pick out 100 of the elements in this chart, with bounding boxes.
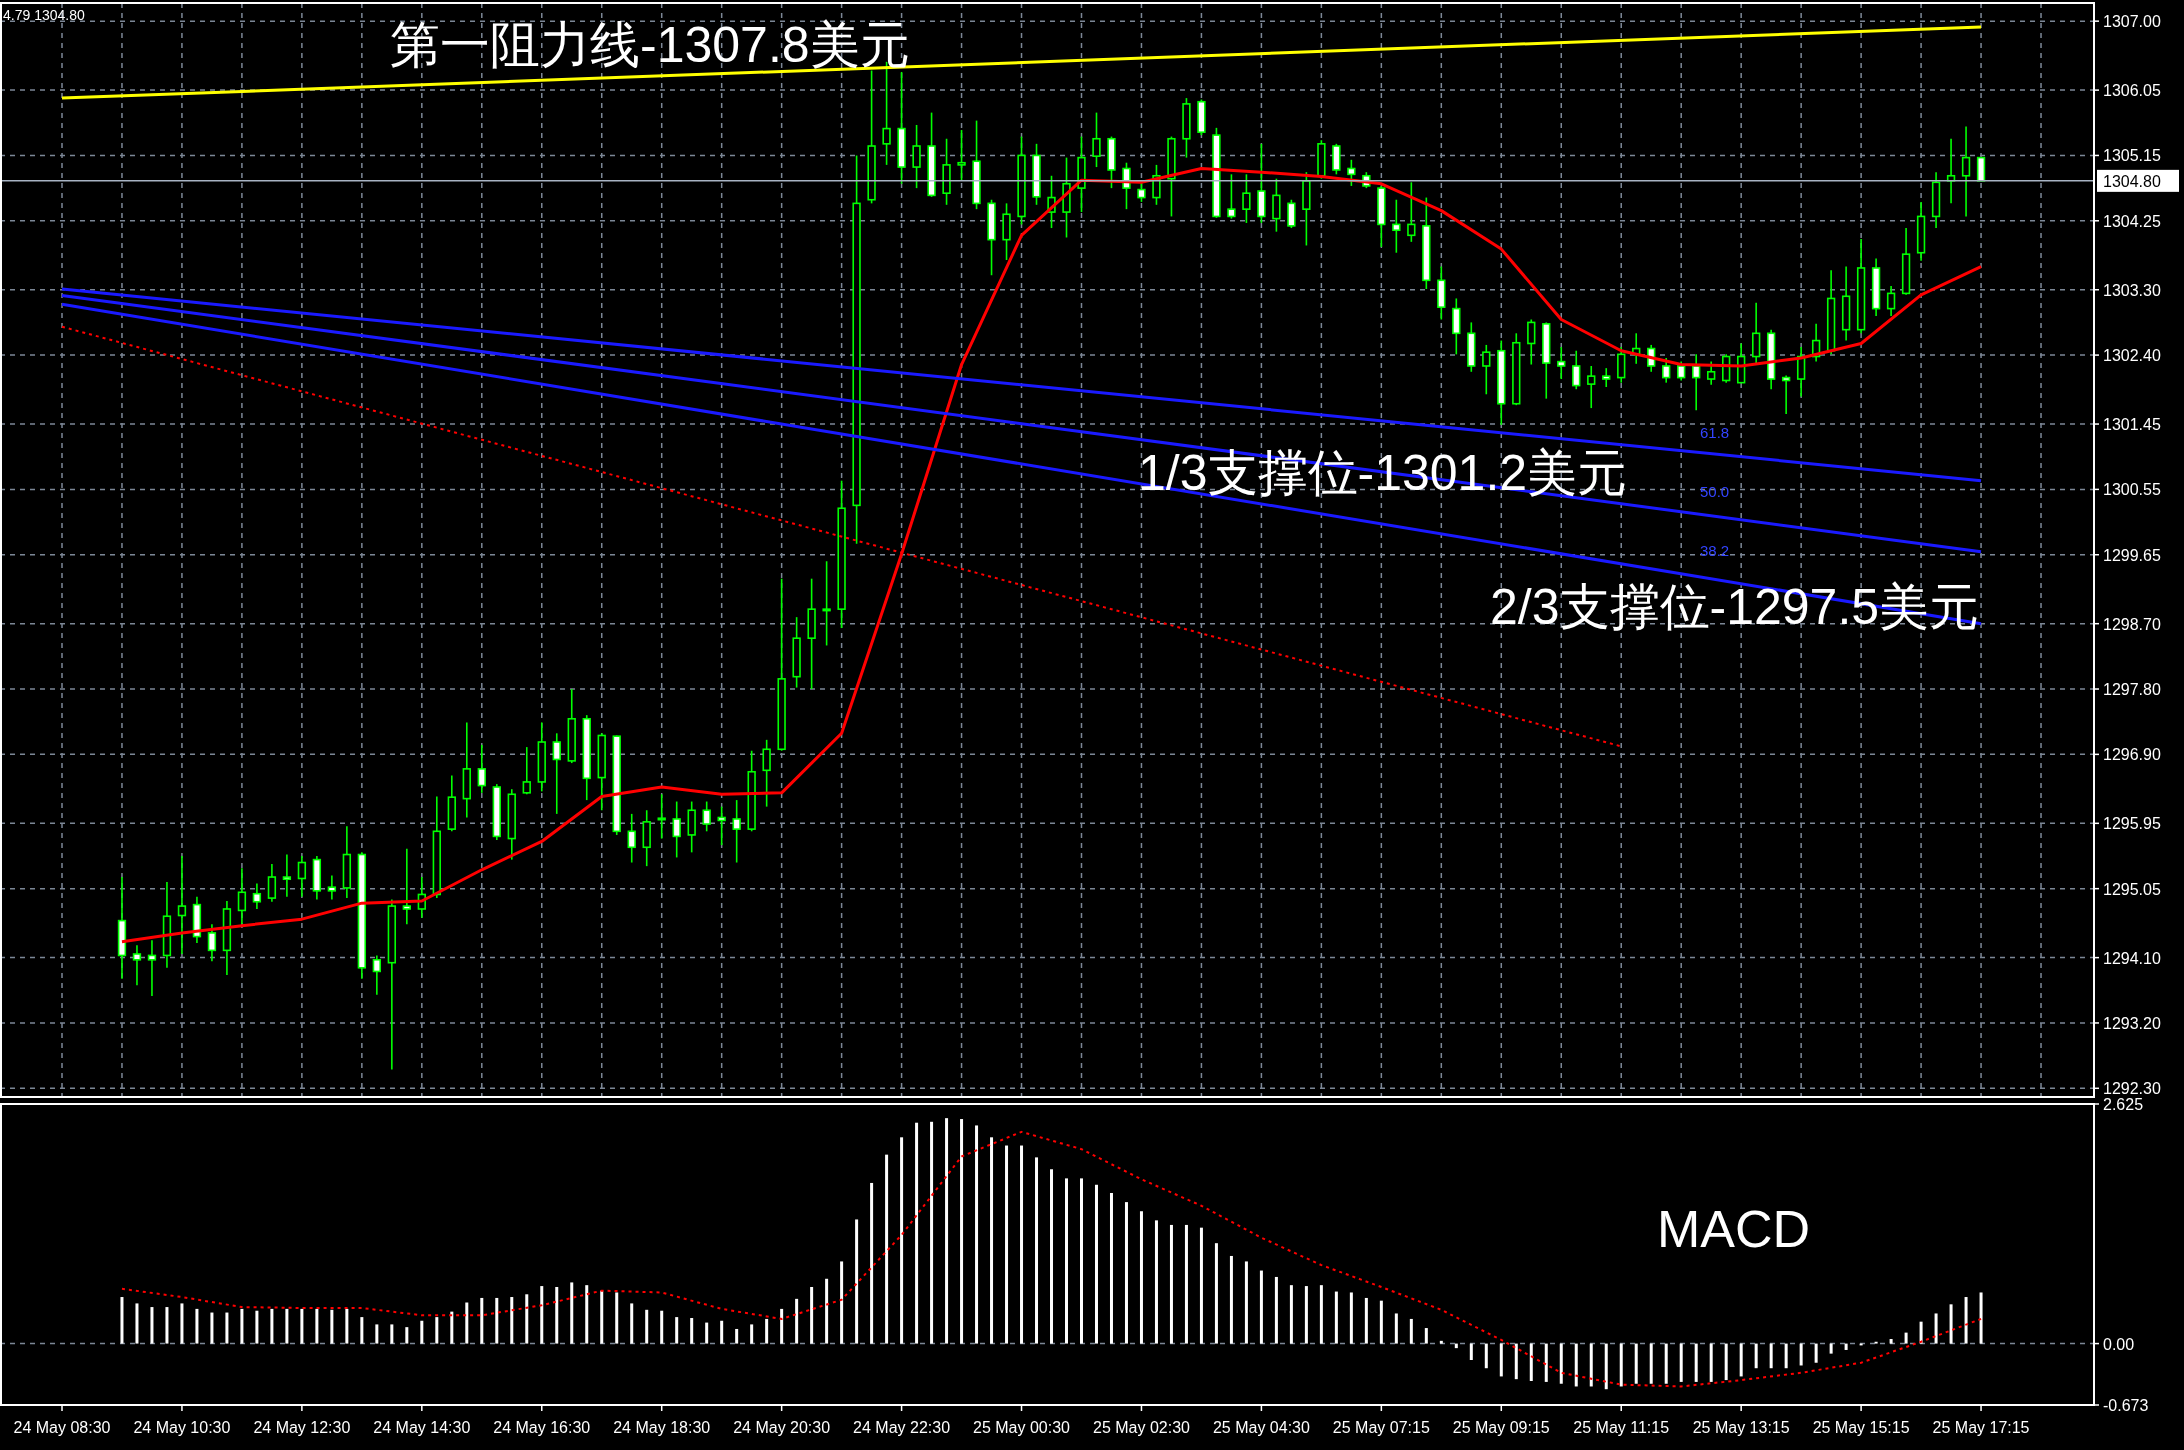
candlestick	[297, 855, 307, 898]
x-tick-label: 24 May 20:30	[733, 1419, 831, 1436]
bar	[1065, 1178, 1068, 1344]
y-tick-label: 0.00	[2103, 1335, 2135, 1353]
bar	[135, 1303, 139, 1344]
bar	[1379, 1300, 1383, 1344]
bar	[795, 1298, 799, 1344]
candlestick	[702, 800, 711, 833]
bar	[1979, 1292, 1983, 1344]
bar	[1035, 1157, 1039, 1344]
bar	[1964, 1297, 1968, 1344]
y-tick-label: 1292.30	[2103, 1080, 2161, 1098]
bar	[930, 1121, 934, 1344]
bar	[1679, 1343, 1683, 1382]
bar	[900, 1137, 904, 1344]
bar	[705, 1322, 709, 1344]
y-tick-label: 1303.30	[2103, 281, 2161, 299]
bar	[600, 1290, 604, 1344]
bar	[510, 1297, 514, 1344]
bar	[1005, 1145, 1009, 1344]
bar	[960, 1119, 964, 1344]
y-tick-label: 1295.05	[2103, 880, 2161, 898]
y-tick-label: 1294.10	[2103, 949, 2161, 967]
bar	[1304, 1286, 1308, 1344]
bar	[1109, 1192, 1113, 1344]
candlestick	[237, 867, 247, 926]
candlestick	[177, 855, 187, 955]
bar	[1544, 1343, 1548, 1382]
line-series	[120, 1130, 1983, 1388]
bar	[585, 1285, 589, 1344]
bar	[780, 1308, 784, 1344]
candlestick	[522, 746, 531, 796]
candlestick	[132, 944, 142, 986]
candlestick	[1557, 346, 1566, 380]
candlestick	[1886, 285, 1896, 317]
bar	[1664, 1343, 1668, 1384]
y-tick-label: 1307.00	[2103, 13, 2161, 31]
bar	[345, 1308, 349, 1344]
bar	[1244, 1261, 1248, 1344]
x-tick-label: 25 May 11:15	[1573, 1419, 1670, 1436]
x-tick-label: 24 May 08:30	[13, 1419, 111, 1436]
bar	[1199, 1227, 1203, 1344]
annotation: 61.8	[1700, 424, 1730, 441]
bar	[435, 1317, 439, 1344]
candlestick	[732, 799, 741, 864]
candlestick	[282, 853, 292, 898]
y-tick-label: 1305.15	[2103, 147, 2161, 165]
x-tick-label: 25 May 09:15	[1452, 1419, 1550, 1436]
bar	[1769, 1343, 1773, 1369]
x-tick-label: 25 May 13:15	[1692, 1419, 1790, 1436]
bar	[480, 1297, 484, 1344]
annotation: 38.2	[1700, 542, 1730, 559]
bar	[1259, 1270, 1263, 1344]
bar	[1604, 1343, 1608, 1390]
bar	[150, 1307, 154, 1344]
candlestick	[1332, 143, 1341, 176]
bar	[390, 1324, 394, 1344]
bar	[1934, 1313, 1938, 1344]
candlestick	[147, 939, 157, 997]
bar	[1844, 1343, 1848, 1350]
bar	[1289, 1285, 1293, 1344]
bar	[1574, 1343, 1578, 1387]
candlestick	[657, 793, 666, 840]
bar	[990, 1137, 994, 1344]
candlestick	[822, 560, 831, 647]
annotation: MACD	[1657, 1200, 1811, 1258]
candlestick	[912, 124, 921, 189]
bar	[975, 1125, 979, 1344]
candlestick	[717, 805, 726, 846]
bar	[1349, 1292, 1353, 1344]
bar	[1094, 1184, 1098, 1344]
bar	[1694, 1343, 1698, 1382]
candlestick	[267, 863, 277, 903]
bar	[615, 1292, 619, 1344]
candlestick	[402, 847, 411, 926]
bar	[660, 1310, 664, 1344]
bar	[240, 1308, 244, 1344]
bar	[1139, 1211, 1143, 1344]
bar	[315, 1308, 319, 1344]
candlestick	[1272, 177, 1281, 233]
bar	[1050, 1169, 1054, 1344]
candlestick	[1227, 173, 1236, 220]
candlestick	[327, 874, 337, 901]
bar	[1814, 1343, 1818, 1363]
bar	[1619, 1343, 1623, 1387]
bar	[750, 1324, 754, 1344]
y-tick-label: 1300.55	[2103, 481, 2161, 499]
candlestick	[252, 882, 262, 910]
bar	[165, 1307, 169, 1344]
bar	[210, 1312, 214, 1344]
x-tick-label: 24 May 12:30	[253, 1419, 351, 1436]
bar	[1784, 1343, 1788, 1369]
bar	[1169, 1224, 1173, 1344]
x-tick-label: 25 May 17:15	[1932, 1419, 2030, 1436]
bar	[1424, 1328, 1428, 1344]
bar	[555, 1286, 559, 1344]
candlestick	[1242, 173, 1251, 224]
candlestick	[1392, 198, 1401, 254]
bar	[1154, 1220, 1158, 1344]
candlestick	[552, 732, 561, 815]
